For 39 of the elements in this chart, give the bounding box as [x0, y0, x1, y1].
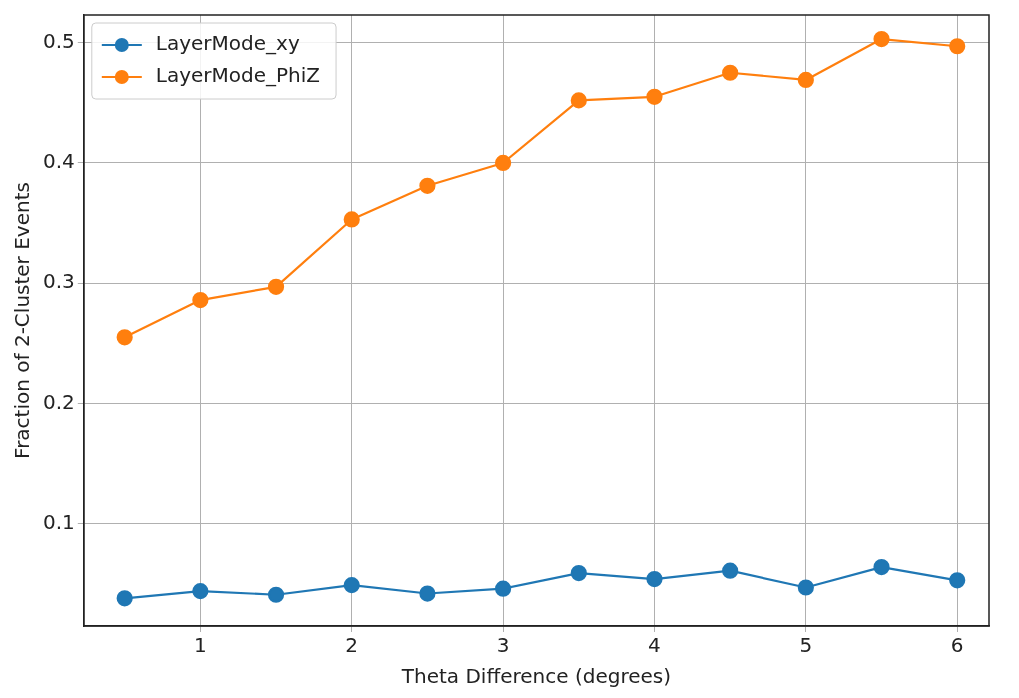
x-tick-label: 3 — [496, 633, 510, 658]
point — [192, 583, 209, 600]
y-tick-label: 0.1 — [42, 509, 75, 534]
legend-label: LayerMode_xy — [155, 31, 300, 56]
point — [343, 211, 360, 228]
point — [646, 88, 663, 105]
x-tick-label: 4 — [648, 633, 661, 658]
point — [495, 580, 512, 597]
y-axis-title: Fraction of 2-Cluster Events — [10, 182, 35, 459]
x-tick-label: 2 — [345, 633, 359, 658]
point — [949, 38, 966, 55]
x-tick-label: 1 — [193, 633, 207, 658]
point — [192, 291, 209, 309]
y-tick-label: 0.2 — [42, 389, 75, 414]
point — [797, 579, 814, 596]
point — [419, 177, 436, 194]
y-tick-label: 0.5 — [42, 28, 75, 53]
x-tick-label: 6 — [950, 633, 964, 658]
point — [570, 564, 587, 582]
point — [949, 572, 966, 589]
point — [646, 570, 663, 588]
point — [495, 154, 512, 172]
x-axis-title: Theta Difference (degrees) — [400, 664, 672, 689]
point — [267, 586, 285, 603]
point — [873, 558, 890, 576]
point — [267, 278, 285, 295]
y-tick-label: 0.3 — [42, 269, 75, 294]
point — [570, 92, 587, 109]
legend-label: LayerMode_PhiZ — [155, 63, 321, 88]
point — [343, 577, 360, 594]
point — [116, 329, 133, 346]
point — [797, 71, 814, 89]
point — [722, 64, 739, 81]
point — [116, 590, 133, 607]
point — [873, 30, 890, 48]
y-tick-label: 0.4 — [42, 149, 75, 174]
x-tick-label: 5 — [799, 633, 813, 658]
point — [722, 562, 739, 579]
point — [419, 585, 436, 602]
